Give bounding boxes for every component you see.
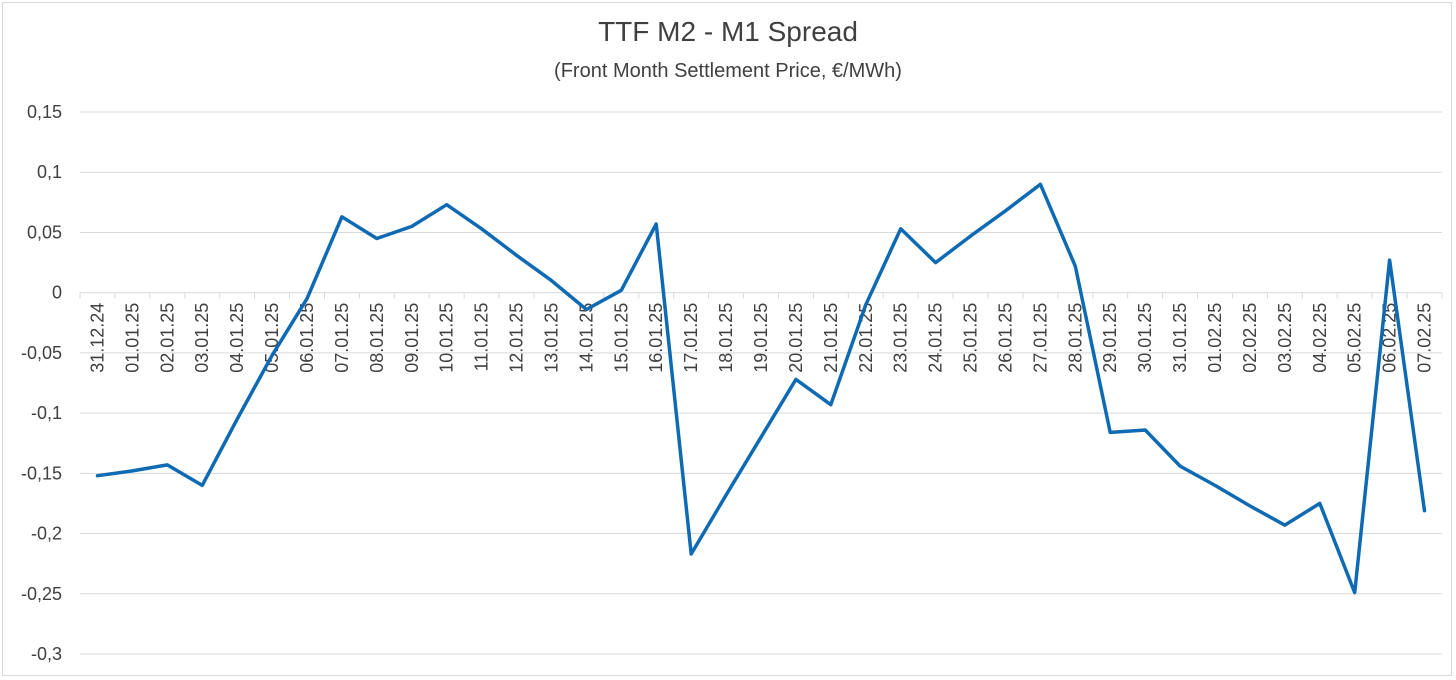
y-tick-label: 0,05 (27, 222, 62, 242)
x-tick-label: 06.01.25 (297, 303, 317, 373)
x-tick-label: 01.01.25 (122, 303, 142, 373)
x-tick-label: 19.01.25 (751, 303, 771, 373)
gridlines (80, 111, 1442, 655)
x-tick-label: 23.01.25 (891, 303, 911, 373)
x-tick-label: 07.01.25 (332, 303, 352, 373)
x-tick-label: 29.01.25 (1100, 303, 1120, 373)
chart-subtitle: (Front Month Settlement Price, €/MWh) (554, 60, 902, 82)
x-tick-label: 04.01.25 (227, 303, 247, 373)
x-tick-label: 05.01.25 (262, 303, 282, 373)
y-tick-label: -0,15 (21, 463, 62, 483)
x-tick-label: 28.01.25 (1065, 303, 1085, 373)
y-tick-label: -0,05 (21, 343, 62, 363)
x-tick-label: 02.01.25 (157, 303, 177, 373)
y-tick-label: 0,15 (27, 102, 62, 122)
y-tick-label: -0,1 (31, 403, 62, 423)
x-tick-label: 09.01.25 (402, 303, 422, 373)
x-tick-label: 03.02.25 (1275, 303, 1295, 373)
y-tick-label: -0,3 (31, 644, 62, 664)
chart-title: TTF M2 - M1 Spread (598, 16, 858, 47)
x-tick-label: 27.01.25 (1030, 303, 1050, 373)
y-tick-label: -0,25 (21, 584, 62, 604)
x-tick-label: 07.02.25 (1415, 303, 1435, 373)
x-tick-label: 15.01.25 (611, 303, 631, 373)
y-tick-label: -0,2 (31, 524, 62, 544)
x-tick-label: 21.01.25 (821, 303, 841, 373)
y-tick-label: 0 (52, 283, 62, 303)
x-tick-label: 24.01.25 (926, 303, 946, 373)
x-tick-label: 22.01.25 (856, 303, 876, 373)
x-tick-label: 18.01.25 (716, 303, 736, 373)
series-line (95, 182, 1427, 595)
x-tick-label: 20.01.25 (786, 303, 806, 373)
x-tick-label: 02.02.25 (1240, 303, 1260, 373)
x-tick-label: 26.01.25 (995, 303, 1015, 373)
x-tick-label: 14.01.25 (576, 303, 596, 373)
x-tick-label: 04.02.25 (1310, 303, 1330, 373)
x-axis-ticks: 31.12.24 01.01.25 02.01.25 03.01.25 04.01.25… (79, 292, 1443, 373)
x-tick-label: 11.01.25 (472, 303, 492, 372)
x-tick-label: 25.01.25 (961, 303, 981, 373)
x-tick-label: 10.01.25 (437, 303, 457, 373)
x-tick-label: 31.01.25 (1170, 303, 1190, 373)
series-layer (95, 182, 1427, 595)
x-tick-label: 08.01.25 (367, 303, 387, 373)
x-tick-label: 31.12.24 (87, 303, 107, 373)
x-tick-label: 30.01.25 (1135, 303, 1155, 373)
x-tick-label: 05.02.25 (1345, 303, 1365, 373)
y-axis-ticks: 0,15 0,1 0,05 0 -0,05 -0,1 -0,15 -0,2 -0,25 -0,3 (21, 102, 62, 664)
x-tick-label: 12.01.25 (507, 303, 527, 373)
x-tick-label: 03.01.25 (192, 303, 212, 373)
x-tick-label: 17.01.25 (681, 303, 701, 373)
y-tick-label: 0,1 (37, 162, 62, 182)
x-tick-label: 01.02.25 (1205, 303, 1225, 373)
x-tick-label: 13.01.25 (541, 303, 561, 373)
x-tick-label: 16.01.25 (646, 303, 666, 373)
